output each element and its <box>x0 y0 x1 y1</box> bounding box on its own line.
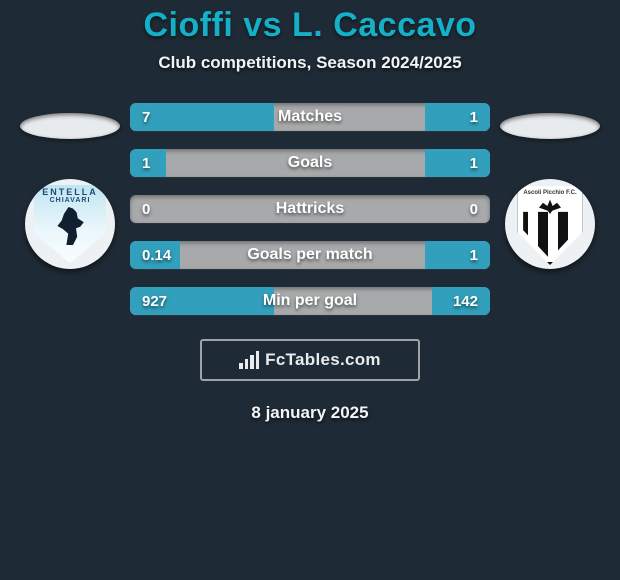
bar-icon-bar <box>245 359 249 369</box>
stat-label: Min per goal <box>130 287 490 315</box>
date-text: 8 january 2025 <box>0 403 620 423</box>
bar-chart-icon <box>239 351 259 369</box>
subtitle: Club competitions, Season 2024/2025 <box>0 53 620 73</box>
stat-row: 927142Min per goal <box>130 287 490 315</box>
stat-row: 71Matches <box>130 103 490 131</box>
stat-label: Goals per match <box>130 241 490 269</box>
player-left-avatar <box>20 113 120 139</box>
club-right-badge: Ascoli Picchio F.C. <box>505 179 595 269</box>
crest-text-1: ENTELLA <box>42 187 98 197</box>
stat-row: 00Hattricks <box>130 195 490 223</box>
vs-title: Cioffi vs L. Caccavo <box>0 6 620 45</box>
stat-label: Goals <box>130 149 490 177</box>
stat-label: Hattricks <box>130 195 490 223</box>
bar-icon-bar <box>250 355 254 369</box>
entella-crest-icon: ENTELLA CHIAVARI <box>34 185 106 263</box>
player-right-avatar <box>500 113 600 139</box>
ascoli-crest-icon: Ascoli Picchio F.C. <box>515 183 585 265</box>
vs-word: vs <box>243 6 282 44</box>
stat-bars: 71Matches 11Goals 00Hattricks 0.141Goals pe… <box>130 103 490 315</box>
player-left-name: Cioffi <box>143 6 233 44</box>
player-right-name: L. Caccavo <box>292 6 477 44</box>
widget-root: Cioffi vs L. Caccavo Club competitions, … <box>0 0 620 580</box>
right-column: Ascoli Picchio F.C. <box>490 103 610 269</box>
stat-row: 0.141Goals per match <box>130 241 490 269</box>
crest-figure-icon <box>55 207 85 245</box>
crest-text-2: CHIAVARI <box>50 197 91 204</box>
stat-row: 11Goals <box>130 149 490 177</box>
stat-label: Matches <box>130 103 490 131</box>
bar-icon-bar <box>239 363 243 369</box>
fctables-watermark: FcTables.com <box>200 339 420 381</box>
crest-bird-icon <box>539 198 561 214</box>
watermark-text: FcTables.com <box>265 350 381 370</box>
stats-area: ENTELLA CHIAVARI 71Matches 11Goals 00Hattr… <box>0 103 620 315</box>
crest-text-1: Ascoli Picchio F.C. <box>518 190 582 196</box>
left-column: ENTELLA CHIAVARI <box>10 103 130 269</box>
bar-icon-bar <box>256 351 260 369</box>
club-left-badge: ENTELLA CHIAVARI <box>25 179 115 269</box>
